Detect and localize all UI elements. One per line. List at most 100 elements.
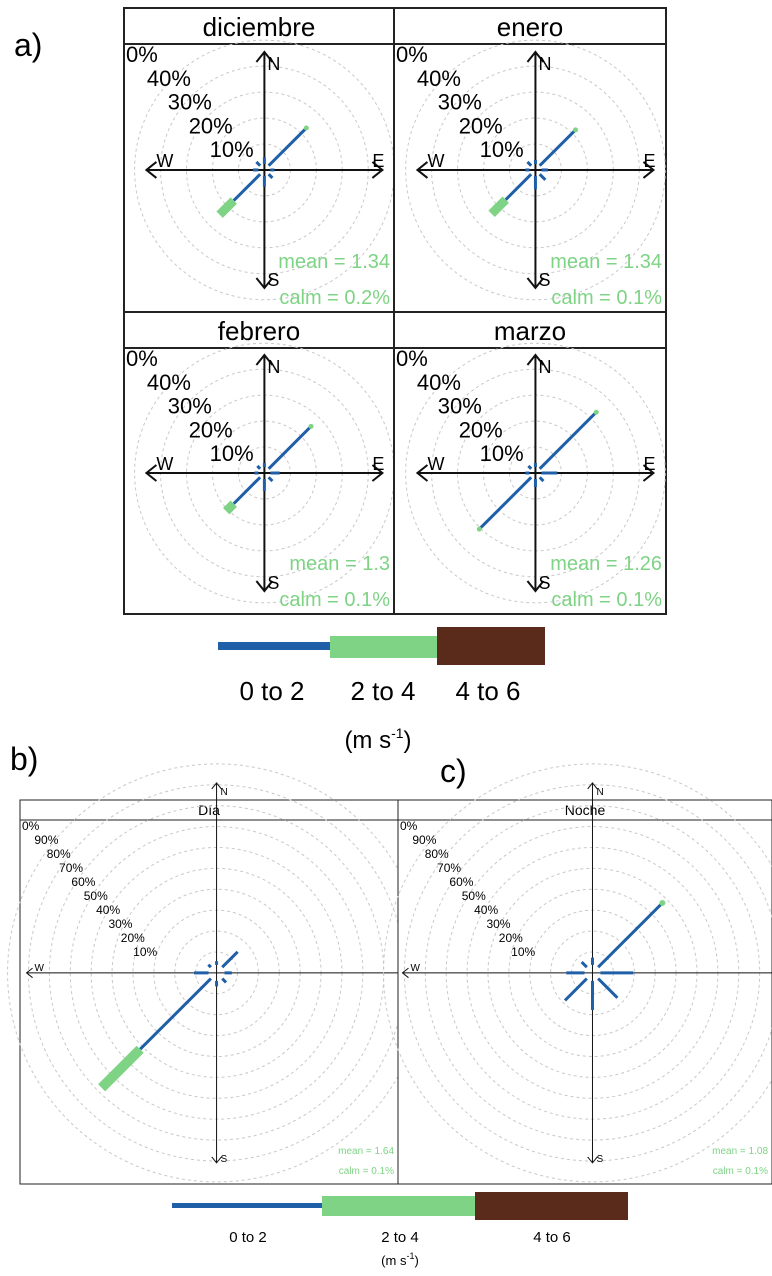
panel-title: enero [497, 12, 564, 42]
petal-sw-bin1 [232, 173, 262, 202]
legend-bc-bin-0-2-swatch [172, 1203, 324, 1208]
arrowhead-e [642, 161, 656, 179]
arrowhead-s [211, 1156, 222, 1164]
calm-annotation: calm = 0.1% [551, 287, 662, 309]
mean-annotation: mean = 1.3 [289, 553, 390, 575]
legend-a-label-0-2: 0 to 2 [239, 676, 304, 706]
ring-label: 30% [438, 90, 482, 115]
part-label-b: b) [10, 741, 38, 777]
ring-label: 0% [22, 819, 40, 833]
ring-label: 20% [459, 417, 503, 442]
ring-label: 30% [438, 394, 482, 419]
ring-label: 10% [480, 137, 524, 162]
mean-annotation: mean = 1.34 [550, 251, 662, 273]
petal-sw-bin2 [216, 197, 237, 218]
arrowhead-s [526, 580, 545, 593]
petal-sw-bin2 [488, 196, 509, 217]
compass-label-s: S [538, 270, 550, 290]
ring-label: 40% [417, 370, 461, 395]
arrowhead-s [255, 580, 274, 593]
legend-a-label-2-4: 2 to 4 [350, 676, 415, 706]
ring-label: 90% [34, 833, 58, 847]
calm-annotation: calm = 0.1% [551, 589, 662, 611]
panel-title: marzo [494, 316, 566, 346]
ring-label: 10% [210, 137, 254, 162]
ring-label: 40% [147, 370, 191, 395]
petal-ne-bin1 [538, 411, 598, 470]
legend-bc-bin-4-6-swatch [475, 1192, 628, 1220]
petal-ne-bin1 [267, 425, 313, 470]
compass-label-w: W [35, 963, 45, 974]
legend-bc-label-0-2: 0 to 2 [229, 1229, 267, 1246]
mean-annotation: mean = 1.26 [550, 553, 662, 575]
arrowhead-w [144, 464, 158, 482]
arrowhead-e [642, 464, 656, 482]
panel-frame [397, 799, 772, 1185]
arrowhead-n [211, 782, 222, 790]
wind-rose-3: febrero N S E W 0%40%30%20%10% mean = 1.3 calm … [123, 311, 395, 615]
ring-label: 0% [396, 42, 428, 67]
arrowhead-n [587, 782, 598, 790]
petal-sw-bin1 [139, 977, 212, 1051]
ring-label: 20% [189, 113, 233, 138]
ring-label: 30% [486, 917, 510, 931]
compass-label-e: E [372, 454, 384, 474]
wind-rose-4: marzo N S E W 0%40%30%20%10% mean = 1.26 calm =… [393, 311, 667, 615]
legend-bc: 0 to 2 2 to 4 4 to 6 (m s-1) [172, 1192, 628, 1268]
petal-se-bin1 [597, 977, 619, 999]
petal-se-bin1 [267, 476, 274, 483]
ring-label: 40% [96, 903, 120, 917]
compass-label-n: N [267, 357, 280, 377]
compass-label-s: S [267, 270, 279, 290]
calm-annotation: calm = 0.2% [279, 287, 390, 309]
arrowhead-s [587, 1156, 598, 1164]
arrowhead-n [255, 353, 274, 366]
compass-label-n: N [538, 357, 551, 377]
arrowhead-s [255, 277, 274, 290]
arrowhead-w [144, 161, 158, 179]
ring-label: 0% [400, 819, 418, 833]
petal-sw-bin2 [98, 1045, 144, 1092]
arrowhead-w [401, 967, 409, 979]
petal-se-bin1 [538, 476, 545, 483]
compass-label-n: N [267, 54, 280, 74]
compass-label-n: N [538, 54, 551, 74]
compass-label-n: N [596, 787, 603, 798]
ring-label: 30% [108, 917, 132, 931]
petal-nw-bin1 [526, 160, 533, 167]
ring-label: 20% [189, 417, 233, 442]
legend-bc-unit: (m s-1) [381, 1251, 419, 1268]
petal-ne-bin1 [267, 126, 308, 167]
petal-sw-bin2 [223, 500, 237, 515]
ring-label: 10% [133, 945, 157, 959]
petal-ne-bin1 [221, 950, 239, 969]
compass-label-e: E [372, 151, 384, 171]
compass-label-s: S [221, 1154, 228, 1165]
arrowhead-w [415, 161, 429, 179]
petal-nw-bin1 [255, 160, 262, 167]
ring-label: 10% [511, 945, 535, 959]
legend-a-unit: (m s-1) [344, 725, 411, 754]
petal-nw-bin1 [580, 961, 588, 969]
petal-sw-bin1 [504, 173, 533, 201]
petal-tip [659, 899, 666, 906]
ring-label: 50% [84, 889, 108, 903]
petal-nw-bin1 [256, 464, 262, 470]
ring-label: 60% [449, 875, 473, 889]
arrowhead-n [526, 353, 545, 366]
compass-label-w: W [410, 963, 420, 974]
compass-label-s: S [267, 573, 279, 593]
petal-tip [573, 127, 579, 133]
compass-label-e: E [643, 151, 655, 171]
compass-label-n: N [221, 787, 228, 798]
wind-rose-1: diciembre N S E W 0%40%30%20%10% mean = 1.34 ca… [123, 7, 395, 313]
ring-label: 20% [459, 113, 503, 138]
arrowhead-n [526, 50, 545, 63]
legend-a-bin-2-4-swatch [330, 636, 438, 658]
compass-label-e: E [643, 454, 655, 474]
petal-tip [593, 409, 599, 415]
mean-annotation: mean = 1.34 [278, 251, 390, 273]
ring-label: 30% [168, 90, 212, 115]
petal-se-bin1 [221, 977, 228, 984]
